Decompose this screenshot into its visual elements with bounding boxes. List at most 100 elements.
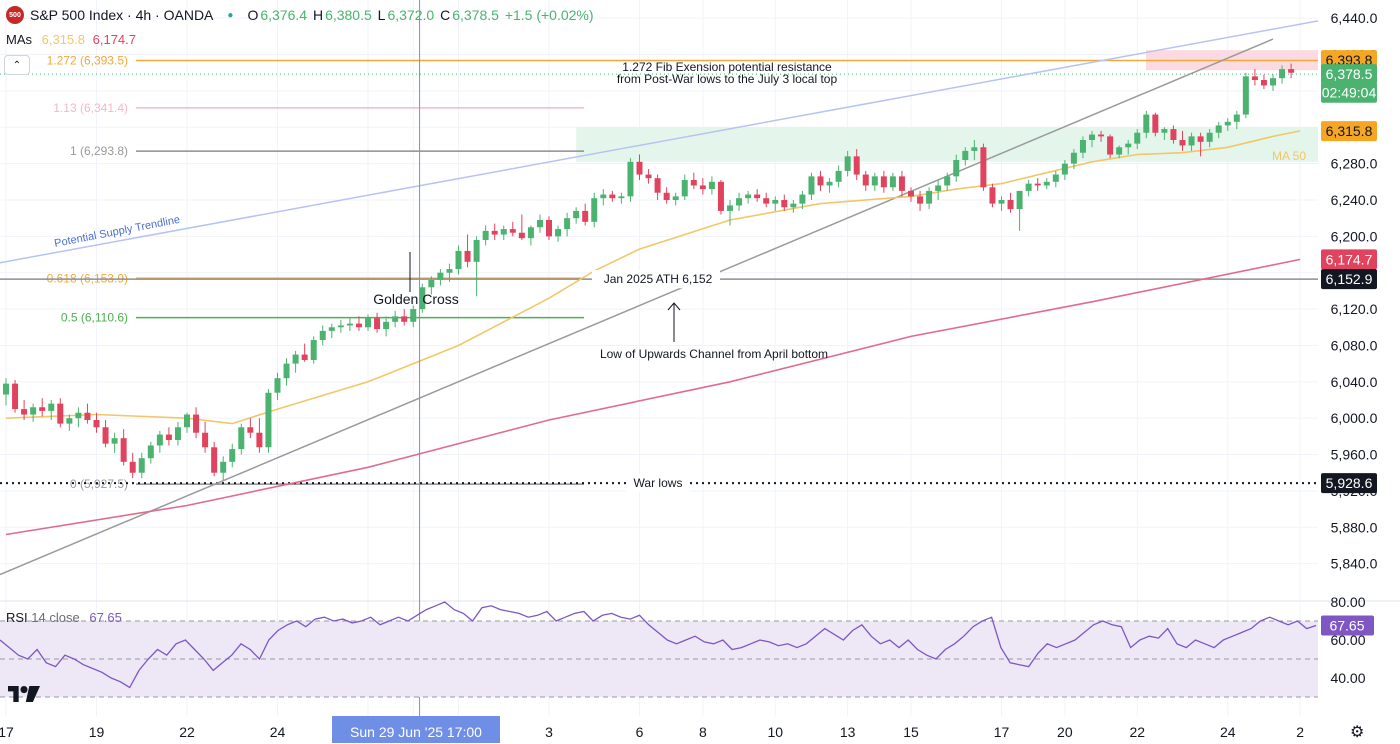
fib-level-label: 1.13 (6,341.4) — [53, 101, 128, 115]
price-axis-label-bg — [1321, 82, 1377, 103]
candle-body — [156, 434, 163, 446]
candle-body — [48, 403, 55, 411]
candle-body — [256, 432, 263, 448]
y-tick-label: 5,960.0 — [1331, 447, 1378, 463]
candle-body — [1116, 147, 1123, 155]
y-tick-label: 6,200.0 — [1331, 228, 1378, 244]
candle-body — [3, 383, 9, 395]
rsi-legend-label: RSI — [6, 610, 28, 625]
candle-body — [518, 232, 525, 239]
legend-collapse-button[interactable]: ⌃ — [4, 55, 30, 75]
candle-body — [898, 176, 905, 191]
x-tick-label: 24 — [1220, 724, 1236, 740]
candle-body — [781, 200, 788, 208]
ohlc-close-label: C — [440, 7, 451, 23]
x-tick-label: 6 — [636, 724, 644, 740]
gear-icon[interactable]: ⚙ — [1350, 724, 1365, 741]
x-tick-label: 10 — [767, 724, 783, 740]
candle-body — [355, 323, 362, 328]
ma-legend[interactable]: MAs 6,315.8 6,174.7 — [6, 32, 136, 47]
ohlc-low-label: L — [377, 7, 386, 23]
candle-body — [410, 309, 417, 322]
candle-body — [998, 200, 1005, 204]
candle-body — [555, 229, 562, 237]
candle-body — [129, 461, 136, 473]
fib-note-line-1: 1.272 Fib Exension potential resistance — [622, 60, 832, 74]
x-tick-label: 15 — [903, 724, 919, 740]
x-tick-label: 22 — [1129, 724, 1145, 740]
y-tick-label: 5,840.0 — [1331, 556, 1378, 572]
y-tick-label: 6,000.0 — [1331, 410, 1378, 426]
ohlc-values: O 6,376.4 H 6,380.5 L 6,372.0 C 6,378.5 +1.5… — [247, 7, 595, 23]
ohlc-open-label: O — [247, 7, 259, 23]
candle-body — [365, 318, 371, 328]
candle-body — [383, 321, 390, 330]
y-tick-label: 6,040.0 — [1331, 374, 1378, 390]
candle-body — [301, 354, 308, 360]
ohlc-high-value: 6,380.5 — [325, 7, 372, 23]
ma50-line — [5, 130, 1301, 425]
candle-body — [428, 280, 435, 288]
candle-body — [908, 190, 914, 197]
candle-body — [120, 438, 127, 462]
price-axis-label: 5,928.6 — [1326, 475, 1373, 491]
x-tick-label: 3 — [545, 724, 553, 740]
candle-body — [374, 318, 381, 330]
candle-body — [727, 205, 733, 211]
candle-body — [699, 185, 706, 190]
candle-body — [926, 190, 933, 204]
symbol-title[interactable]: S&P 500 Index · 4h · OANDA — [30, 7, 214, 23]
rsi-axis-label-bg — [1321, 615, 1374, 636]
candle-body — [799, 194, 806, 204]
candle-body — [1206, 132, 1213, 142]
candle-body — [1007, 200, 1014, 210]
candle-body — [672, 196, 679, 200]
candle-body — [30, 407, 37, 415]
candle-body — [66, 418, 73, 424]
candle-body — [84, 412, 91, 420]
x-tick-label: 17 — [0, 724, 14, 740]
candle-body — [437, 272, 444, 280]
candle-body — [989, 187, 996, 204]
rsi-y-tick-label: 40.00 — [1330, 670, 1365, 686]
rsi-legend[interactable]: RSI 14 close 67.65 — [6, 610, 122, 625]
candle-body — [627, 161, 634, 197]
candle-body — [1152, 114, 1159, 133]
candle-body — [1179, 140, 1186, 146]
price-axis-label-bg — [1321, 64, 1377, 85]
candle-body — [274, 378, 281, 393]
candle-body — [971, 147, 978, 151]
candle-body — [1070, 152, 1077, 164]
price-axis-label: 6,315.8 — [1326, 123, 1373, 139]
candle-body — [754, 194, 761, 199]
candle-body — [1242, 76, 1249, 115]
candle-body — [654, 178, 661, 193]
x-tick-label: 24 — [270, 724, 286, 740]
candle-body — [165, 434, 172, 440]
y-tick-label: 6,440.0 — [1331, 10, 1378, 26]
candle-body — [238, 427, 245, 450]
price-axis-label: 6,152.9 — [1326, 271, 1373, 287]
candle-body — [835, 170, 842, 182]
war-lows-label-bg — [626, 474, 690, 493]
crosshair-time-label: Sun 29 Jun '25 17:00 — [350, 724, 482, 740]
candle-body — [817, 176, 824, 186]
fib-level-label: 0 (5,927.5) — [70, 477, 128, 491]
candle-body — [464, 250, 471, 262]
arrow-up-icon — [667, 302, 681, 311]
candle-body — [681, 180, 688, 197]
price-axis-label: 6,174.7 — [1326, 251, 1373, 267]
candle-body — [509, 229, 516, 233]
candle-body — [292, 354, 299, 364]
candle-body — [401, 316, 408, 322]
candle-body — [1270, 78, 1276, 86]
candle-body — [193, 414, 200, 433]
candle-body — [917, 196, 924, 204]
candle-body — [745, 194, 752, 199]
candle-body — [1188, 136, 1195, 146]
candle-body — [600, 194, 607, 199]
candle-body — [1161, 129, 1168, 133]
candle-body — [790, 203, 797, 208]
supply-trendline — [0, 20, 1319, 264]
